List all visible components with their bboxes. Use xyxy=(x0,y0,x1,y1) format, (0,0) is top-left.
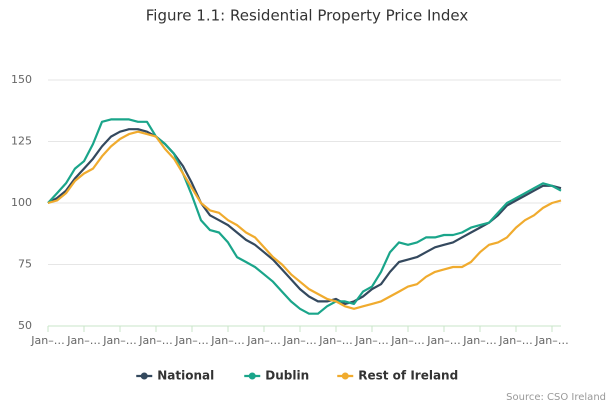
x-tick-label: Jan–… xyxy=(138,334,172,347)
x-tick-label: Jan–… xyxy=(210,334,244,347)
legend-label: Dublin xyxy=(265,369,309,383)
x-tick-label: Jan–… xyxy=(174,334,208,347)
x-tick-label: Jan–… xyxy=(498,334,532,347)
x-tick-label: Jan–… xyxy=(354,334,388,347)
y-tick-label: 75 xyxy=(18,258,32,271)
legend-label: Rest of Ireland xyxy=(358,369,458,383)
legend-label: National xyxy=(157,369,214,383)
legend-marker xyxy=(248,372,256,380)
x-tick-label: Jan–… xyxy=(534,334,568,347)
source-note: Source: CSO Ireland xyxy=(506,392,606,403)
x-tick-label: Jan–… xyxy=(102,334,136,347)
x-tick-label: Jan–… xyxy=(462,334,496,347)
x-tick-label: Jan–… xyxy=(318,334,352,347)
y-tick-label: 100 xyxy=(11,196,32,209)
legend-marker xyxy=(140,372,148,380)
x-tick-label: Jan–… xyxy=(282,334,316,347)
series-line xyxy=(47,128,562,305)
series-line xyxy=(47,130,562,310)
legend-marker xyxy=(341,372,349,380)
x-tick-label: Jan–… xyxy=(30,334,64,347)
chart-title: Figure 1.1: Residential Property Price I… xyxy=(146,7,469,25)
y-tick-label: 125 xyxy=(11,135,32,148)
x-tick-label: Jan–… xyxy=(390,334,424,347)
y-tick-label: 50 xyxy=(18,319,32,332)
y-tick-label: 150 xyxy=(11,73,32,86)
x-tick-label: Jan–… xyxy=(66,334,100,347)
x-tick-label: Jan–… xyxy=(246,334,280,347)
series-line xyxy=(47,118,562,315)
x-tick-label: Jan–… xyxy=(426,334,460,347)
